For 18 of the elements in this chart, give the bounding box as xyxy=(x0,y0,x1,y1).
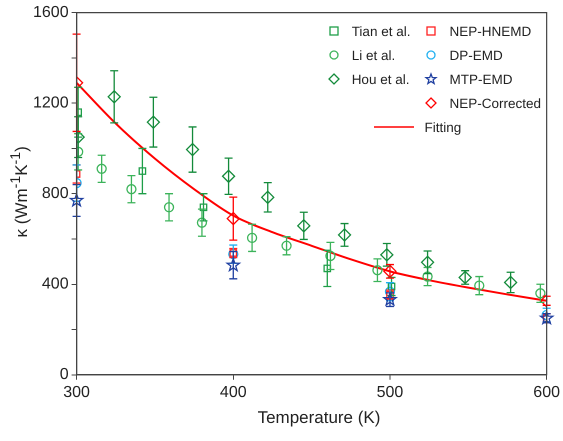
legend-label: NEP-Corrected xyxy=(449,96,541,110)
legend-label: Hou et al. xyxy=(352,72,410,86)
y-tick-label: 1600 xyxy=(33,4,69,22)
y-tick-label: 400 xyxy=(42,276,69,293)
y-tick-label: 0 xyxy=(60,366,69,384)
legend-label: MTP-EMD xyxy=(449,72,512,86)
legend-label: Li et al. xyxy=(352,48,396,62)
x-tick-label: 600 xyxy=(533,384,560,401)
y-tick-label: 800 xyxy=(42,185,69,202)
y-tick-label: 1200 xyxy=(33,94,69,112)
x-tick-label: 300 xyxy=(63,384,90,401)
x-tick-label: 500 xyxy=(376,384,404,401)
legend-label: Tian et al. xyxy=(352,24,410,38)
legend-label: DP-EMD xyxy=(449,48,503,62)
legend-label: Fitting xyxy=(424,120,462,134)
legend-label: NEP-HNEMD xyxy=(449,24,532,38)
x-axis-title: Temperature (K) xyxy=(256,408,382,428)
x-tick-label: 400 xyxy=(220,384,247,401)
